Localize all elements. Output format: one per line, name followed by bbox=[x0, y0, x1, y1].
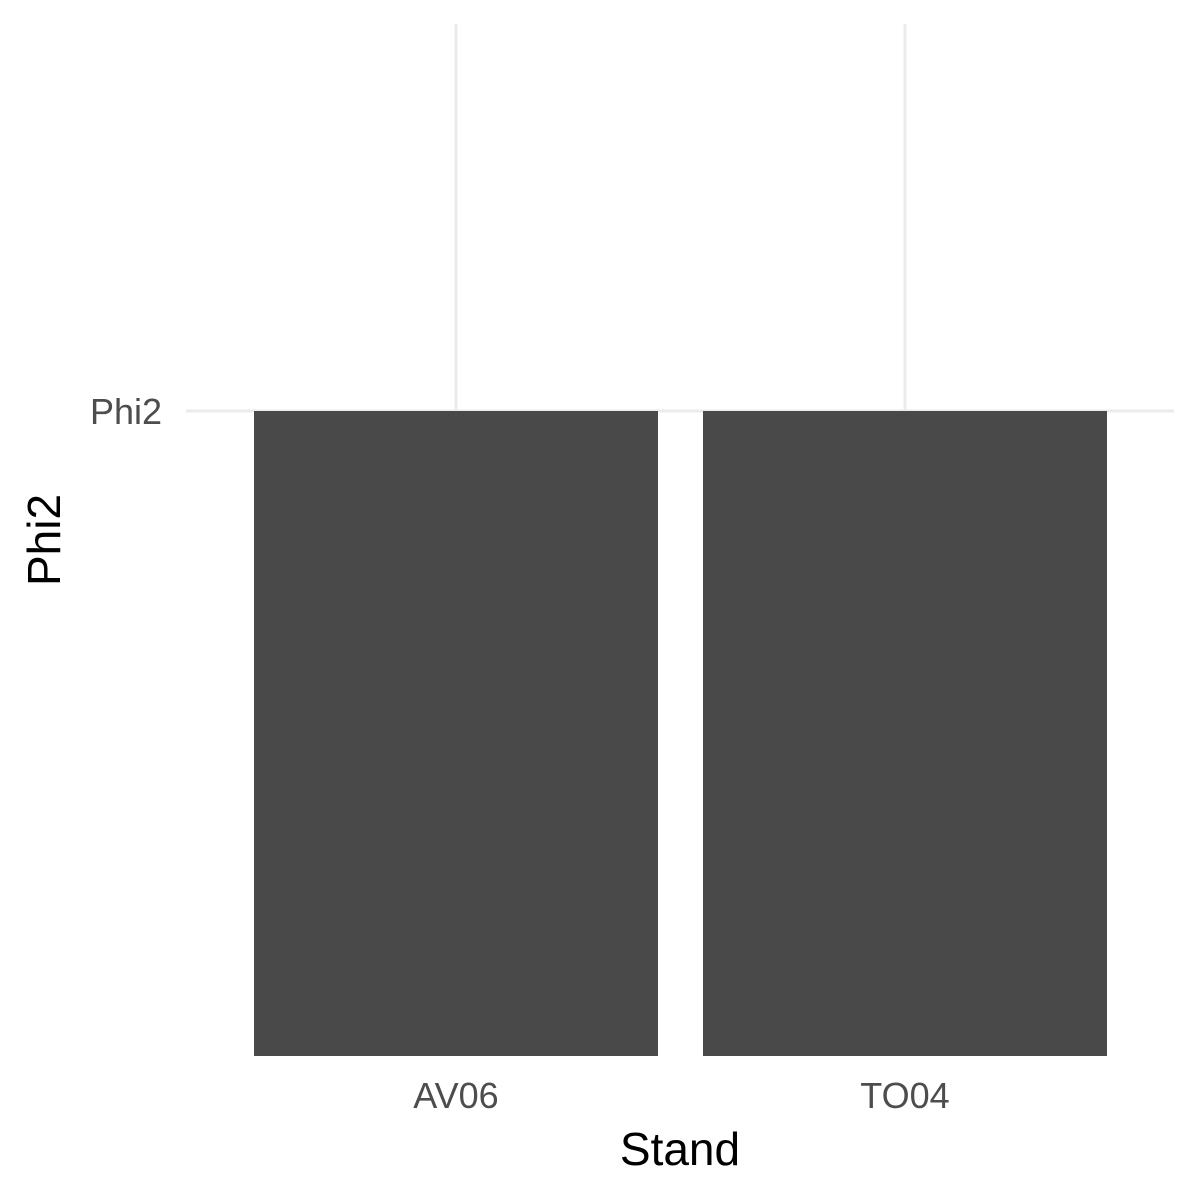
y-axis-ticks: Phi2 bbox=[90, 391, 162, 432]
x-axis-ticks: AV06 TO04 bbox=[413, 1075, 949, 1116]
x-axis-title: Stand bbox=[620, 1123, 740, 1175]
bar-to04 bbox=[703, 411, 1107, 1056]
x-tick-label: TO04 bbox=[860, 1075, 949, 1116]
bar-av06 bbox=[254, 411, 658, 1056]
y-tick-label: Phi2 bbox=[90, 391, 162, 432]
bars bbox=[254, 411, 1107, 1056]
x-tick-label: AV06 bbox=[413, 1075, 498, 1116]
y-axis-title: Phi2 bbox=[18, 494, 70, 586]
